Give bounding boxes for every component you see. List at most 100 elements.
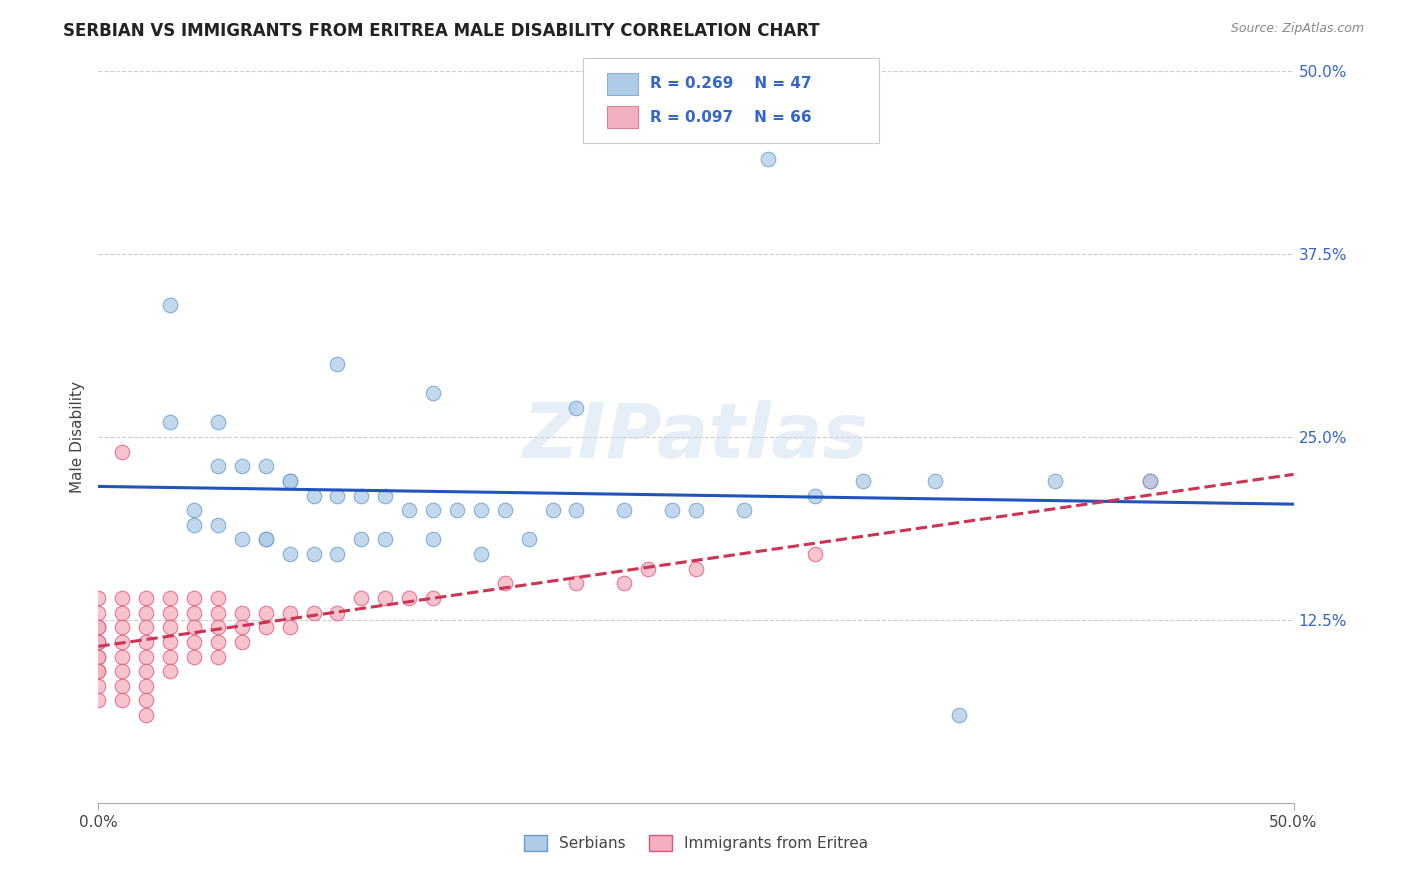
- Point: [302, 489, 325, 503]
- Point: [637, 562, 659, 576]
- Point: [326, 357, 349, 371]
- Point: [494, 503, 516, 517]
- Point: [254, 459, 277, 474]
- Point: [326, 606, 349, 620]
- Point: [87, 635, 110, 649]
- Point: [350, 591, 373, 605]
- Point: [1139, 474, 1161, 488]
- Point: [541, 503, 564, 517]
- Point: [87, 620, 110, 634]
- Point: [87, 620, 110, 634]
- Point: [565, 503, 588, 517]
- Point: [87, 649, 110, 664]
- Point: [398, 503, 420, 517]
- Point: [278, 474, 301, 488]
- Point: [733, 503, 755, 517]
- Point: [565, 401, 588, 415]
- Point: [111, 635, 134, 649]
- Point: [422, 503, 444, 517]
- Point: [183, 635, 205, 649]
- Point: [111, 679, 134, 693]
- Point: [87, 679, 110, 693]
- Text: SERBIAN VS IMMIGRANTS FROM ERITREA MALE DISABILITY CORRELATION CHART: SERBIAN VS IMMIGRANTS FROM ERITREA MALE …: [63, 22, 820, 40]
- Point: [470, 503, 492, 517]
- Point: [374, 591, 396, 605]
- Point: [422, 386, 444, 401]
- Point: [87, 591, 110, 605]
- Point: [183, 620, 205, 634]
- Point: [231, 533, 253, 547]
- Point: [254, 620, 277, 634]
- Point: [159, 664, 181, 678]
- Point: [87, 635, 110, 649]
- Point: [278, 606, 301, 620]
- Point: [87, 606, 110, 620]
- Point: [111, 444, 134, 458]
- Point: [278, 474, 301, 488]
- Point: [254, 533, 277, 547]
- Point: [924, 474, 946, 488]
- Point: [207, 591, 229, 605]
- Point: [350, 489, 373, 503]
- Point: [135, 606, 157, 620]
- Point: [685, 562, 707, 576]
- Point: [494, 576, 516, 591]
- Text: R = 0.269    N = 47: R = 0.269 N = 47: [650, 76, 811, 91]
- Point: [135, 635, 157, 649]
- Point: [135, 679, 157, 693]
- Point: [183, 591, 205, 605]
- Text: Source: ZipAtlas.com: Source: ZipAtlas.com: [1230, 22, 1364, 36]
- Point: [302, 606, 325, 620]
- Point: [183, 517, 205, 532]
- Point: [207, 635, 229, 649]
- Point: [87, 693, 110, 707]
- Point: [87, 664, 110, 678]
- Point: [207, 416, 229, 430]
- Point: [374, 533, 396, 547]
- Point: [254, 606, 277, 620]
- Point: [135, 620, 157, 634]
- Point: [135, 591, 157, 605]
- Point: [111, 591, 134, 605]
- Point: [565, 576, 588, 591]
- Point: [231, 606, 253, 620]
- Point: [422, 591, 444, 605]
- Point: [422, 533, 444, 547]
- Point: [804, 489, 827, 503]
- Point: [159, 620, 181, 634]
- Point: [135, 708, 157, 723]
- Point: [661, 503, 683, 517]
- Point: [948, 708, 970, 723]
- Point: [135, 693, 157, 707]
- Point: [326, 489, 349, 503]
- Point: [183, 503, 205, 517]
- Y-axis label: Male Disability: Male Disability: [69, 381, 84, 493]
- Point: [135, 664, 157, 678]
- Point: [374, 489, 396, 503]
- Point: [852, 474, 875, 488]
- Point: [446, 503, 468, 517]
- Point: [804, 547, 827, 561]
- Point: [207, 459, 229, 474]
- Point: [207, 517, 229, 532]
- Point: [231, 620, 253, 634]
- Point: [111, 664, 134, 678]
- Point: [231, 459, 253, 474]
- Point: [111, 693, 134, 707]
- Legend: Serbians, Immigrants from Eritrea: Serbians, Immigrants from Eritrea: [517, 830, 875, 857]
- Point: [685, 503, 707, 517]
- Point: [613, 503, 636, 517]
- Point: [159, 416, 181, 430]
- Point: [350, 533, 373, 547]
- Point: [111, 649, 134, 664]
- Point: [1043, 474, 1066, 488]
- Point: [183, 649, 205, 664]
- Text: R = 0.097    N = 66: R = 0.097 N = 66: [650, 110, 811, 125]
- Point: [470, 547, 492, 561]
- Point: [756, 152, 779, 166]
- Point: [159, 591, 181, 605]
- Point: [302, 547, 325, 561]
- Point: [111, 620, 134, 634]
- Point: [613, 576, 636, 591]
- Point: [135, 649, 157, 664]
